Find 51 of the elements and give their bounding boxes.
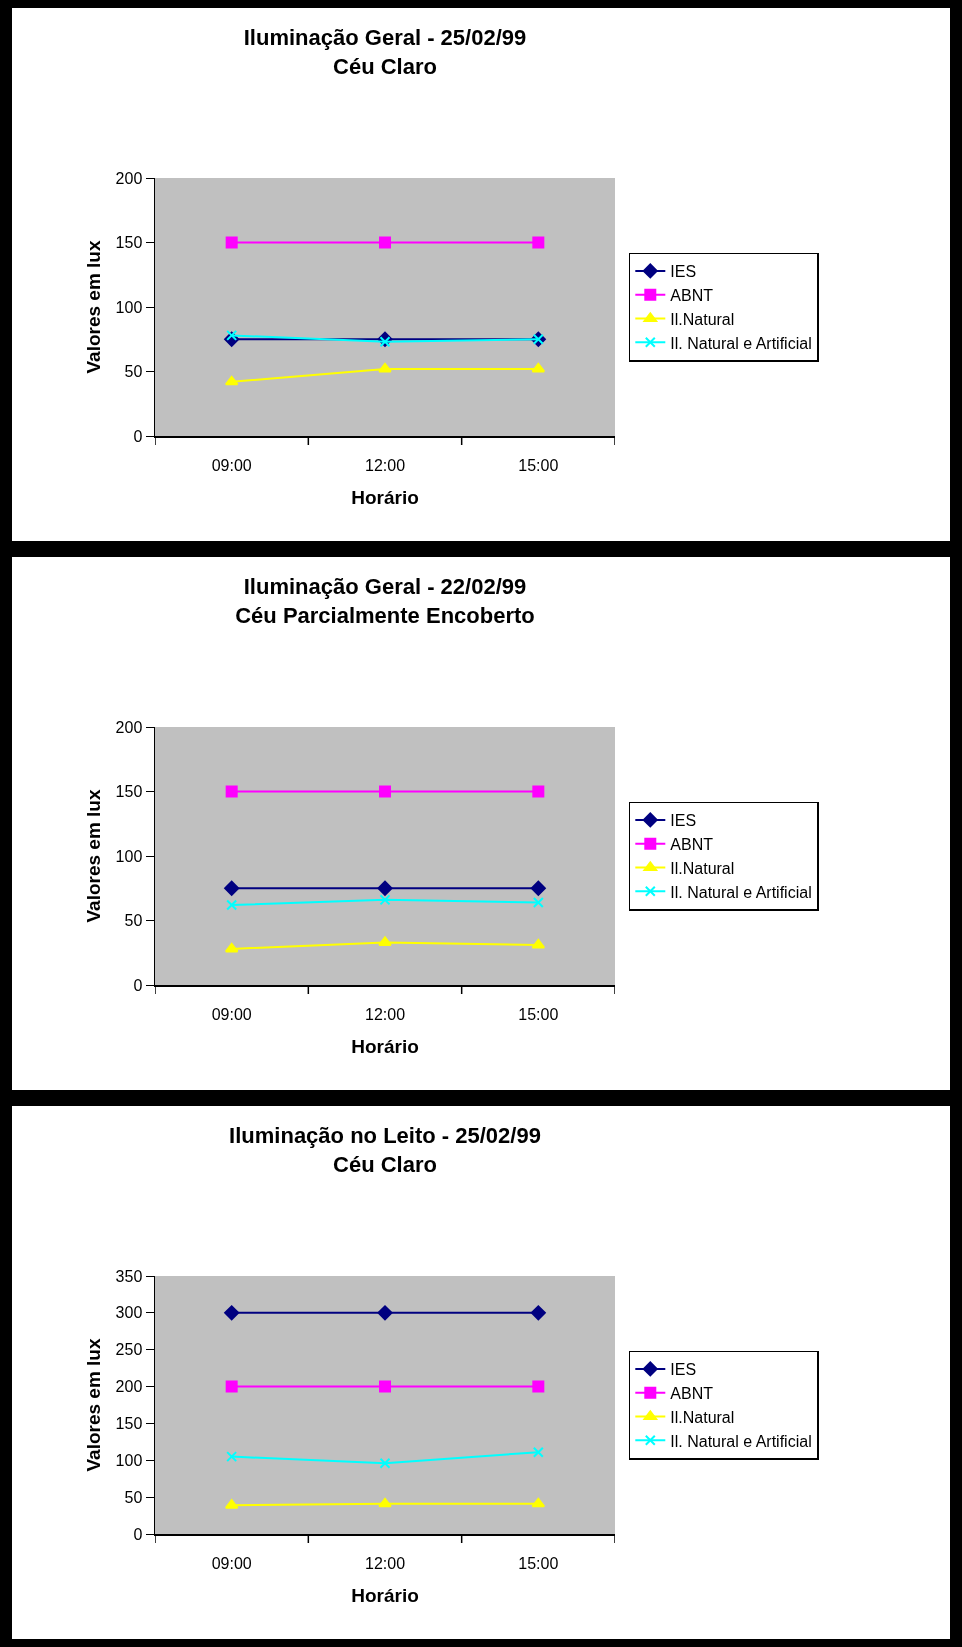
x-tick-label: 09:00: [211, 456, 252, 474]
y-tick-label: 100: [115, 847, 143, 865]
x-tick-label: 15:00: [518, 1005, 559, 1023]
x-tick-label: 12:00: [364, 456, 406, 474]
y-tick-label: 50: [124, 912, 143, 930]
y-tick-label: 0: [133, 427, 143, 445]
y-tick-label: 100: [115, 298, 143, 316]
legend-label: Il. Natural e Artificial: [670, 883, 812, 901]
y-tick-label: 200: [115, 718, 143, 736]
y-tick-label: 200: [115, 1378, 143, 1396]
y-axis-title: Valores em lux: [82, 240, 104, 374]
y-tick-label: 150: [115, 234, 143, 252]
chart-title: Iluminação Geral - 25/02/99: [243, 25, 527, 51]
x-tick-label: 12:00: [364, 1554, 406, 1572]
y-axis-title: Valores em lux: [82, 1338, 104, 1472]
y-tick-label: 300: [115, 1304, 143, 1322]
legend-label: Il. Natural e Artificial: [670, 1432, 812, 1450]
y-tick-label: 0: [133, 976, 143, 994]
x-axis-title: Horário: [351, 1585, 419, 1607]
legend-label: Il.Natural: [670, 310, 735, 328]
x-axis-title: Horário: [351, 487, 419, 509]
y-tick-label: 50: [124, 1488, 143, 1506]
legend-label: ABNT: [670, 835, 714, 853]
legend-label: IES: [670, 263, 697, 281]
y-axis-title: Valores em lux: [82, 789, 104, 923]
x-tick-label: 09:00: [211, 1554, 252, 1572]
legend-label: Il.Natural: [670, 1408, 735, 1426]
x-tick-label: 15:00: [518, 1554, 559, 1572]
chart-title: Iluminação Geral - 22/02/99: [243, 574, 527, 600]
y-tick-label: 0: [133, 1525, 143, 1543]
chart-subtitle: Céu Claro: [333, 1151, 437, 1177]
legend-label: ABNT: [670, 286, 714, 304]
chart-subtitle: Céu Claro: [333, 53, 437, 79]
x-tick-label: 15:00: [518, 456, 559, 474]
x-axis-title: Horário: [351, 1036, 419, 1058]
y-tick-label: 200: [115, 169, 143, 187]
y-tick-label: 150: [115, 1415, 143, 1433]
legend-label: IES: [670, 812, 697, 830]
legend-label: Il.Natural: [670, 859, 735, 877]
legend-label: ABNT: [670, 1384, 714, 1402]
y-tick-label: 100: [115, 1451, 143, 1469]
y-tick-label: 150: [115, 783, 143, 801]
legend-label: IES: [670, 1361, 697, 1379]
x-tick-label: 09:00: [211, 1005, 252, 1023]
x-tick-label: 12:00: [364, 1005, 406, 1023]
legend-label: Il. Natural e Artificial: [670, 334, 812, 352]
chart-title: Iluminação no Leito - 25/02/99: [229, 1123, 541, 1149]
y-tick-label: 50: [124, 363, 143, 381]
chart-subtitle: Céu Parcialmente Encoberto: [235, 602, 535, 628]
y-tick-label: 250: [115, 1341, 143, 1359]
y-tick-label: 350: [115, 1267, 143, 1285]
